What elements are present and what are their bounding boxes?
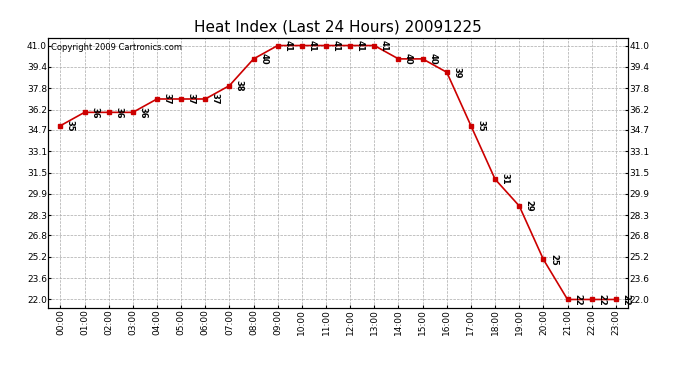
Text: 38: 38	[235, 80, 244, 92]
Text: 36: 36	[139, 106, 148, 118]
Text: 41: 41	[356, 40, 365, 51]
Text: 36: 36	[115, 106, 124, 118]
Text: 41: 41	[380, 40, 389, 51]
Text: 40: 40	[428, 53, 437, 65]
Text: 29: 29	[525, 200, 534, 212]
Text: 41: 41	[332, 40, 341, 51]
Text: 37: 37	[163, 93, 172, 105]
Text: 37: 37	[187, 93, 196, 105]
Text: 22: 22	[598, 294, 607, 305]
Text: 40: 40	[404, 53, 413, 65]
Text: 35: 35	[477, 120, 486, 132]
Text: 40: 40	[259, 53, 268, 65]
Text: 22: 22	[622, 294, 631, 305]
Text: 41: 41	[308, 40, 317, 51]
Text: 39: 39	[453, 66, 462, 78]
Text: 31: 31	[501, 173, 510, 185]
Text: Copyright 2009 Cartronics.com: Copyright 2009 Cartronics.com	[51, 43, 182, 52]
Title: Heat Index (Last 24 Hours) 20091225: Heat Index (Last 24 Hours) 20091225	[194, 20, 482, 35]
Text: 22: 22	[573, 294, 582, 305]
Text: 25: 25	[549, 254, 558, 265]
Text: 41: 41	[284, 40, 293, 51]
Text: 35: 35	[66, 120, 75, 132]
Text: 36: 36	[90, 106, 99, 118]
Text: 37: 37	[211, 93, 220, 105]
